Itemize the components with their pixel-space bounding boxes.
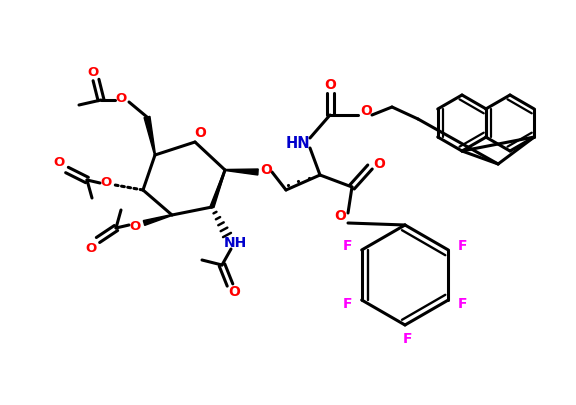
Text: F: F <box>457 297 467 311</box>
Text: F: F <box>343 239 353 253</box>
Polygon shape <box>225 169 258 175</box>
Polygon shape <box>143 215 172 226</box>
Text: O: O <box>88 66 98 79</box>
Text: HN: HN <box>286 136 310 151</box>
Text: O: O <box>115 92 127 105</box>
Text: O: O <box>85 241 97 254</box>
Text: O: O <box>54 156 65 168</box>
Text: F: F <box>457 239 467 253</box>
Text: F: F <box>343 297 353 311</box>
Text: O: O <box>334 209 346 223</box>
Text: O: O <box>324 78 336 92</box>
Text: O: O <box>100 177 112 190</box>
Text: O: O <box>130 220 141 232</box>
Text: O: O <box>228 285 240 299</box>
Text: F: F <box>403 332 413 346</box>
Text: O: O <box>260 163 272 177</box>
Polygon shape <box>144 116 156 155</box>
Text: O: O <box>373 157 385 171</box>
Text: NH: NH <box>223 236 247 250</box>
Text: O: O <box>194 126 206 140</box>
Polygon shape <box>210 170 225 208</box>
Text: O: O <box>360 104 372 118</box>
